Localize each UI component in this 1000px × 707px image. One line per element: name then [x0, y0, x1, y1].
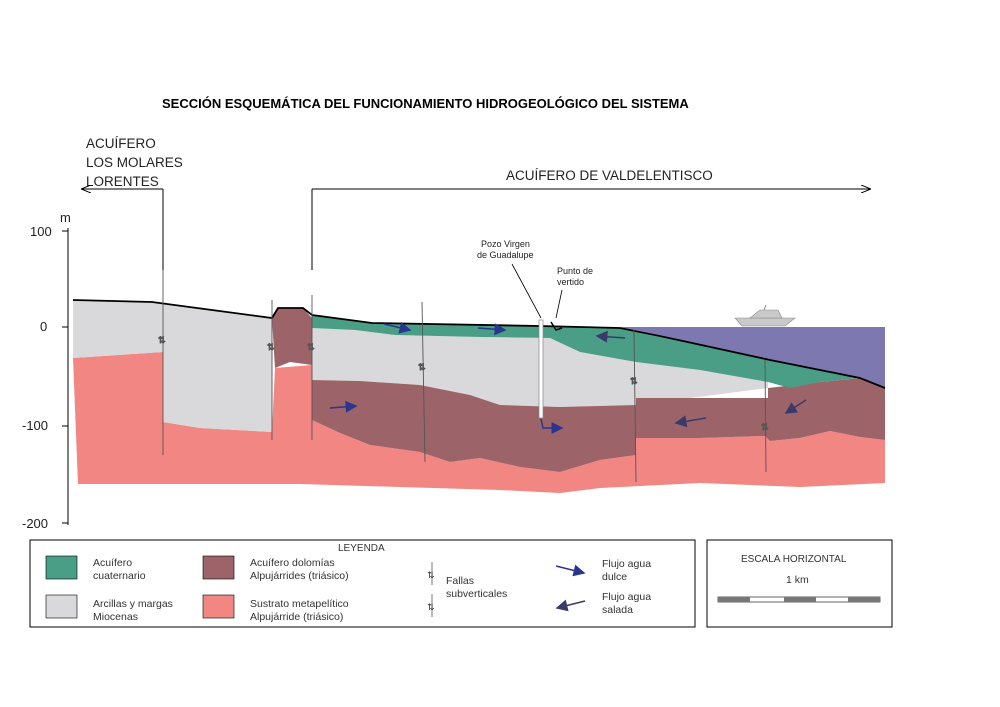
tick-minus-100: -100: [22, 418, 48, 433]
legend-swatch-dolomite: [202, 555, 235, 580]
well-pozo-virgen: [511, 263, 544, 419]
legend-salt-arrow-icon: [555, 599, 586, 612]
legend-swatch-quaternary: [45, 555, 78, 580]
svg-text:subverticales: subverticales: [446, 588, 507, 600]
legend: LEYENDA Acuífero cuaternario Arcillas y …: [29, 539, 696, 628]
svg-text:Arcillas y margas: Arcillas y margas: [93, 598, 173, 610]
svg-text:⇅: ⇅: [427, 602, 435, 612]
tick-minus-200: -200: [22, 516, 48, 531]
discharge-label-line2: vertido: [557, 277, 584, 287]
svg-text:⇅: ⇅: [761, 422, 769, 432]
sea-water: [555, 327, 885, 388]
svg-text:Acuífero: Acuífero: [93, 557, 132, 569]
legend-fault-icon: ⇅ ⇅: [427, 562, 435, 617]
clay-layer-left: [73, 300, 272, 432]
svg-text:Sustrato metapelítico: Sustrato metapelítico: [250, 598, 349, 610]
y-axis: m 100 0 -100 -200: [22, 210, 71, 531]
svg-text:Alpujárride (triásico): Alpujárride (triásico): [250, 611, 343, 623]
discharge-arrow: [550, 321, 563, 331]
well-label-line2: de Guadalupe: [477, 250, 534, 260]
legend-swatch-clay: [45, 594, 78, 619]
svg-text:Flujo agua: Flujo agua: [602, 591, 651, 603]
svg-text:ACUÍFERO: ACUÍFERO: [86, 136, 156, 151]
fresh-water-flow-arrows: [329, 321, 564, 434]
svg-text:Flujo agua: Flujo agua: [602, 558, 651, 570]
aquifer-right-arrow: [311, 189, 870, 270]
diagram-title: SECCIÓN ESQUEMÁTICA DEL FUNCIONAMIENTO H…: [162, 96, 689, 111]
svg-text:⇅: ⇅: [267, 342, 275, 352]
svg-text:Alpujárrides (triásico): Alpujárrides (triásico): [250, 570, 349, 582]
fault-lines: ⇅ ⇅ ⇅ ⇅ ⇅ ⇅: [158, 270, 769, 483]
svg-text:Miocenas: Miocenas: [93, 611, 138, 623]
svg-text:⇅: ⇅: [630, 376, 638, 386]
svg-text:ESCALA HORIZONTAL: ESCALA HORIZONTAL: [741, 554, 847, 565]
svg-text:cuaternario: cuaternario: [93, 570, 146, 582]
discharge-pointer: [555, 289, 563, 319]
tick-0: 0: [40, 319, 47, 334]
svg-text:⇅: ⇅: [427, 570, 435, 580]
dolomite-horst: [272, 308, 312, 368]
dolomite-aquifer: [312, 378, 885, 472]
aquifer-left-arrow: [82, 189, 164, 270]
axis-unit: m: [60, 210, 71, 225]
legend-fresh-arrow-icon: [555, 564, 586, 577]
svg-text:Acuífero dolomías: Acuífero dolomías: [250, 557, 335, 569]
well-label-line1: Pozo Virgen: [481, 239, 530, 249]
aquifer-right-label: ACUÍFERO DE VALDELENTISCO: [506, 168, 713, 183]
svg-text:dulce: dulce: [602, 571, 627, 583]
svg-text:⇅: ⇅: [418, 362, 426, 372]
substrate-layer: [73, 352, 885, 493]
legend-swatch-substrate: [202, 594, 235, 619]
svg-text:⇅: ⇅: [158, 335, 166, 345]
boat-icon: [734, 304, 796, 327]
quaternary-aquifer: [312, 315, 860, 388]
svg-text:1 km: 1 km: [786, 574, 809, 586]
legend-title: LEYENDA: [338, 543, 385, 554]
svg-text:salada: salada: [602, 604, 633, 616]
tick-100: 100: [30, 224, 52, 239]
svg-text:LORENTES: LORENTES: [86, 174, 159, 189]
discharge-label-line1: Punto de: [557, 266, 593, 276]
salt-water-flow-arrows: [595, 330, 807, 428]
svg-text:⇅: ⇅: [307, 342, 315, 352]
aquifer-left-label: ACUÍFERO LOS MOLARES LORENTES: [86, 136, 183, 189]
horizontal-scale: ESCALA HORIZONTAL 1 km: [706, 539, 893, 628]
svg-text:Fallas: Fallas: [446, 575, 474, 587]
svg-text:LOS MOLARES: LOS MOLARES: [86, 155, 183, 170]
